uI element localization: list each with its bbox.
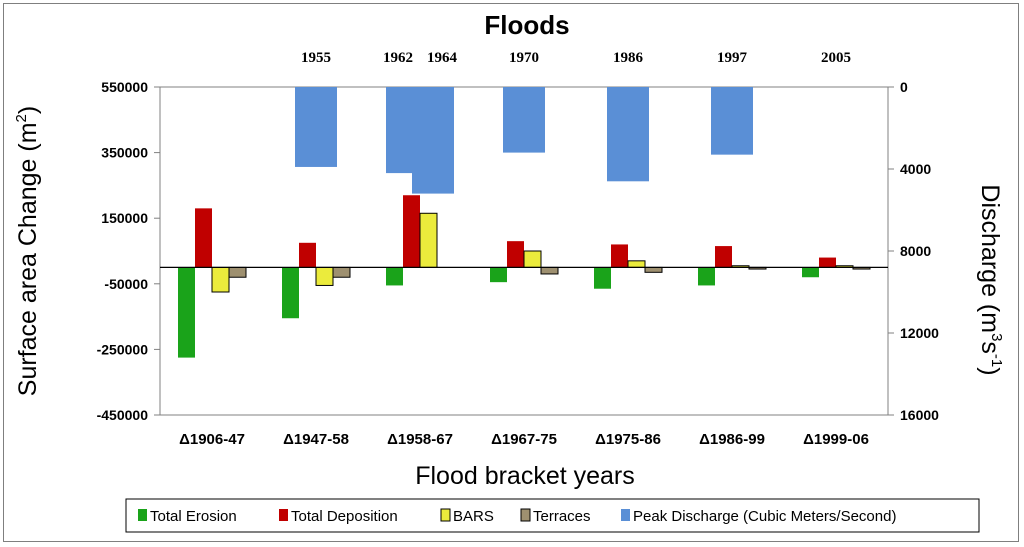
- bar-total-deposition-1: [195, 208, 212, 268]
- peak-discharge-bar-1986: [503, 87, 545, 153]
- legend-swatch-bars: [440, 508, 451, 522]
- peak-discharge-bar-1955: [295, 87, 337, 167]
- y-tick-label: -450000: [97, 407, 149, 423]
- flood-label-1970: 1970: [509, 50, 539, 66]
- bar-total-erosion-7: [802, 267, 819, 278]
- bar-total-deposition-4: [507, 241, 524, 268]
- bar-total-deposition-2: [299, 242, 316, 268]
- bar-total-deposition-5: [611, 244, 628, 268]
- bar-terraces-2: [332, 266, 351, 278]
- x-tick-label-5: Δ1975-86: [595, 431, 661, 448]
- y-tick-label: -50000: [104, 276, 148, 292]
- y2-tick-label: 16000: [900, 407, 939, 423]
- y-axis-label-sup: 2: [13, 114, 30, 122]
- legend-swatch-total-erosion: [138, 509, 147, 521]
- x-tick-label-7: Δ1999-06: [803, 431, 869, 448]
- bar-total-erosion-2: [282, 267, 299, 319]
- bar-bars-5: [627, 260, 646, 268]
- legend-label-total-deposition: Total Deposition: [291, 508, 398, 525]
- bar-bars-2: [315, 266, 334, 286]
- flood-label-1986: 1986: [613, 50, 644, 66]
- flood-label-1955: 1955: [301, 50, 331, 66]
- bar-total-erosion-6: [698, 267, 715, 286]
- y2-axis-label-end: ): [976, 367, 1004, 375]
- bar-total-deposition-7: [819, 257, 836, 268]
- legend-swatch-peak-discharge-cubic-meters-second: [621, 509, 630, 521]
- legend-label-terraces: Terraces: [533, 508, 591, 525]
- chart-frame: [3, 3, 1019, 542]
- peak-discharge-bar-1997: [607, 87, 649, 182]
- y-axis-label: Surface area Change (m2): [13, 106, 42, 396]
- bar-total-erosion-5: [594, 267, 611, 289]
- flood-label-1997: 1997: [717, 50, 748, 66]
- peak-discharge-bar-1970: [399, 87, 441, 149]
- y2-axis-label-sup1: 3: [988, 333, 1005, 341]
- bar-terraces-4: [540, 266, 559, 275]
- chart-title: Floods: [484, 10, 569, 40]
- bar-terraces-1: [228, 266, 247, 278]
- bar-total-deposition-3: [403, 195, 420, 268]
- axes-layer: 1955 1962 1964 1970 1986 1997 2005 550000 350000…: [97, 50, 940, 448]
- y2-axis-label-sup2: -1: [988, 354, 1005, 367]
- legend: Total Erosion Total Deposition BARS Terrace…: [138, 508, 896, 525]
- bar-total-deposition-6: [715, 246, 732, 268]
- y2-tick-label: 4000: [900, 161, 931, 177]
- bar-bars-3: [419, 212, 438, 268]
- flood-label-1962: 1962: [383, 50, 413, 66]
- bar-total-erosion-3: [386, 267, 403, 286]
- x-tick-label-2: Δ1947-58: [283, 431, 349, 448]
- x-tick-label-3: Δ1958-67: [387, 431, 453, 448]
- x-tick-label-6: Δ1986-99: [699, 431, 765, 448]
- bar-terraces-5: [644, 266, 663, 273]
- y-axis-label-main: Surface area Change (m: [14, 122, 42, 396]
- y-tick-label: 550000: [101, 79, 148, 95]
- legend-label-total-erosion: Total Erosion: [150, 508, 237, 525]
- bar-bars-4: [523, 250, 542, 268]
- y-tick-label: 150000: [101, 210, 148, 226]
- legend-label-bars: BARS: [453, 508, 494, 525]
- x-tick-label-4: Δ1967-75: [491, 431, 557, 448]
- y2-tick-label: 12000: [900, 325, 939, 341]
- y2-axis-label: Discharge (m3s-1): [976, 184, 1005, 375]
- x-tick-label-1: Δ1906-47: [179, 431, 245, 448]
- y2-axis-label-mid: s: [976, 341, 1004, 354]
- legend-swatch-terraces: [520, 508, 531, 522]
- flood-label-2005: 2005: [821, 50, 851, 66]
- legend-label-peak-discharge-cubic-meters-second: Peak Discharge (Cubic Meters/Second): [633, 508, 896, 525]
- bars-layer: [178, 87, 871, 358]
- bar-bars-1: [211, 266, 230, 293]
- y-axis-label-end: ): [14, 106, 42, 114]
- x-axis-label: Flood bracket years: [415, 462, 635, 490]
- y2-axis-label-main: Discharge (m: [976, 184, 1004, 333]
- flood-label-1964: 1964: [427, 50, 458, 66]
- bar-total-erosion-4: [490, 267, 507, 283]
- y-tick-label: -250000: [97, 341, 149, 357]
- y2-tick-label: 8000: [900, 243, 931, 259]
- y-tick-label: 350000: [101, 145, 148, 161]
- bar-total-erosion-1: [178, 267, 195, 358]
- legend-box: [125, 498, 980, 533]
- y2-tick-label: 0: [900, 79, 908, 95]
- peak-discharge-bar-2005: [711, 87, 753, 155]
- legend-swatch-total-deposition: [279, 509, 288, 521]
